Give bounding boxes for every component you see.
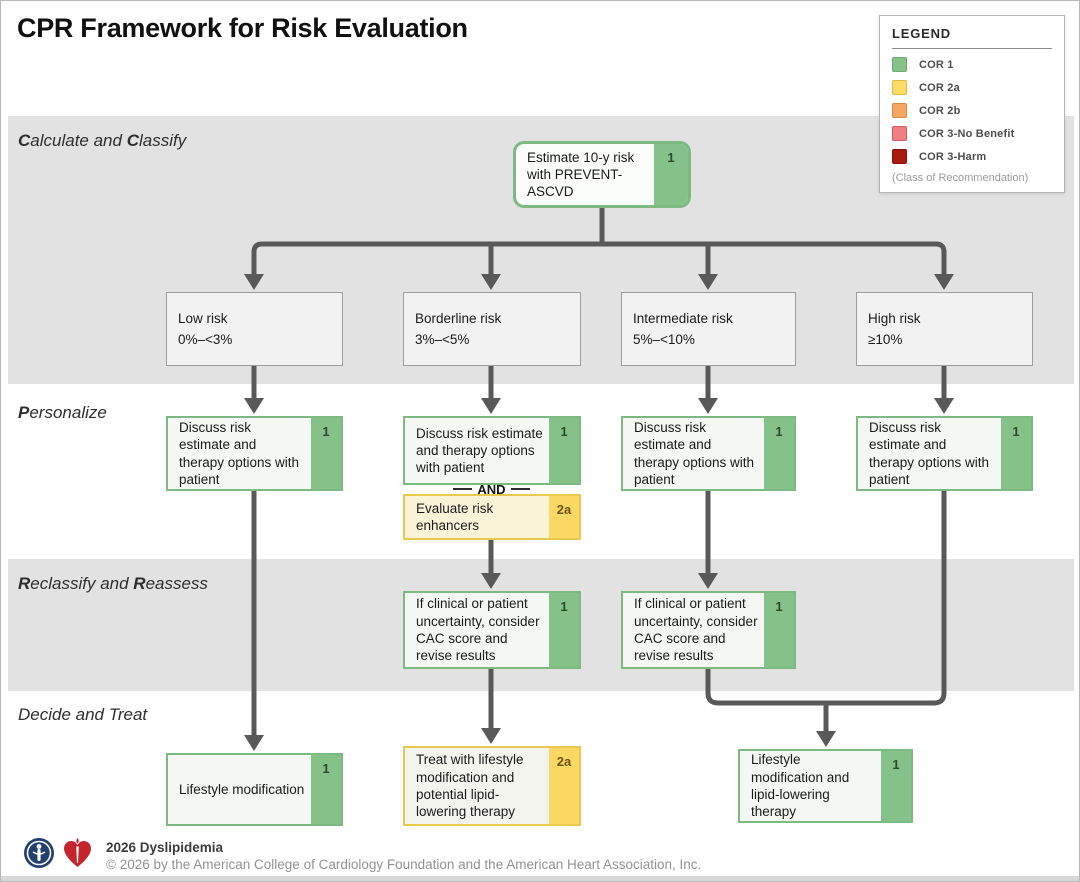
band-label-calculate-classify: Calculate and Classify [18, 131, 187, 150]
cor-badge: 1 [654, 144, 688, 205]
and-connector: AND [435, 480, 548, 498]
risk-title: Borderline risk [415, 311, 502, 327]
cor2a-swatch-icon [892, 80, 907, 95]
cor-badge: 1 [311, 755, 341, 824]
node-lifestyle-modification: Lifestyle modification 1 [166, 753, 343, 826]
node-cac-intermediate: If clinical or patient uncertainty, cons… [621, 591, 796, 669]
band-label-reclassify-reassess: Reclassify and Reassess [18, 574, 208, 593]
acc-logo [23, 837, 55, 874]
cor-badge: 1 [311, 418, 341, 489]
risk-title: High risk [868, 311, 921, 327]
node-text: Discuss risk estimate and therapy option… [869, 419, 990, 487]
aha-heart-torch-logo [62, 837, 93, 874]
legend-note: (Class of Recommendation) [892, 172, 1029, 184]
and-line [453, 488, 473, 490]
risk-range: 3%–<5% [415, 331, 470, 347]
risk-range: ≥10% [868, 331, 903, 347]
node-risk-high: High risk ≥10% [856, 292, 1033, 366]
risk-title: Intermediate risk [633, 311, 733, 327]
node-discuss-borderline: Discuss risk estimate and therapy option… [403, 416, 581, 485]
node-discuss-intermediate: Discuss risk estimate and therapy option… [621, 416, 796, 491]
node-discuss-high: Discuss risk estimate and therapy option… [856, 416, 1033, 491]
node-risk-intermediate: Intermediate risk 5%–<10% [621, 292, 796, 366]
legend-item-cor2b: COR 2b [892, 103, 1052, 118]
footer-copyright: © 2026 by the American College of Cardio… [106, 856, 702, 872]
legend-title: LEGEND [892, 26, 1052, 49]
node-text: Discuss risk estimate and therapy option… [416, 425, 543, 476]
cor-badge: 2a [549, 748, 579, 824]
node-discuss-low: Discuss risk estimate and therapy option… [166, 416, 343, 491]
legend-item-label: COR 2b [919, 104, 961, 117]
legend-item-cor3-no-benefit: COR 3-No Benefit [892, 126, 1052, 141]
legend-item-label: COR 3-Harm [919, 150, 987, 163]
node-text: Estimate 10-y risk with PREVENT-ASCVD [527, 149, 635, 200]
node-treat-lipid-lowering: Treat with lifestyle modification and po… [403, 746, 581, 826]
cor-badge: 2a [549, 496, 579, 538]
legend-item-cor2a: COR 2a [892, 80, 1052, 95]
legend-item-cor1: COR 1 [892, 57, 1052, 72]
node-text: If clinical or patient uncertainty, cons… [634, 596, 758, 664]
cor-badge: 1 [549, 593, 579, 667]
legend-panel: LEGEND COR 1 COR 2a COR 2b COR 3-No Bene… [879, 15, 1065, 193]
risk-title: Low risk [178, 311, 228, 327]
and-line [510, 488, 530, 490]
node-estimate-risk: Estimate 10-y risk with PREVENT-ASCVD 1 [513, 141, 691, 208]
bottom-edge-strip [1, 876, 1079, 881]
node-text: Treat with lifestyle modification and po… [416, 752, 524, 820]
cor-badge: 1 [764, 418, 794, 489]
node-cac-borderline: If clinical or patient uncertainty, cons… [403, 591, 581, 669]
footer-program: 2026 Dyslipidemia [106, 839, 224, 855]
cor2b-swatch-icon [892, 103, 907, 118]
legend-item-label: COR 1 [919, 58, 954, 71]
node-text: Lifestyle modification and lipid-lowerin… [751, 752, 850, 820]
node-text: Discuss risk estimate and therapy option… [179, 419, 300, 487]
node-evaluate-risk-enhancers: Evaluate risk enhancers 2a [403, 494, 581, 540]
legend-item-label: COR 3-No Benefit [919, 127, 1015, 140]
cor1-swatch-icon [892, 57, 907, 72]
node-risk-borderline: Borderline risk 3%–<5% [403, 292, 581, 366]
risk-range: 0%–<3% [178, 331, 233, 347]
band-label-personalize: Personalize [18, 403, 107, 422]
cor-badge: 1 [1001, 418, 1031, 489]
cor-badge: 1 [549, 418, 579, 483]
page-title: CPR Framework for Risk Evaluation [17, 13, 468, 43]
band-label-decide-treat: Decide and Treat [18, 705, 148, 724]
node-text: Lifestyle modification [179, 781, 305, 797]
cor-badge: 1 [881, 751, 911, 821]
node-text: Discuss risk estimate and therapy option… [634, 419, 755, 487]
node-risk-low: Low risk 0%–<3% [166, 292, 343, 366]
node-text: Evaluate risk enhancers [416, 500, 494, 533]
cor3-harm-swatch-icon [892, 149, 907, 164]
risk-range: 5%–<10% [633, 331, 695, 347]
footer: 2026 Dyslipidemia © 2026 by the American… [23, 837, 701, 874]
legend-item-label: COR 2a [919, 81, 960, 94]
cor3-no-benefit-swatch-icon [892, 126, 907, 141]
cor-badge: 1 [764, 593, 794, 667]
and-label: AND [477, 481, 506, 497]
node-text: If clinical or patient uncertainty, cons… [416, 596, 540, 664]
legend-item-cor3-harm: COR 3-Harm [892, 149, 1052, 164]
node-lifestyle-and-lipid-lowering: Lifestyle modification and lipid-lowerin… [738, 749, 913, 823]
